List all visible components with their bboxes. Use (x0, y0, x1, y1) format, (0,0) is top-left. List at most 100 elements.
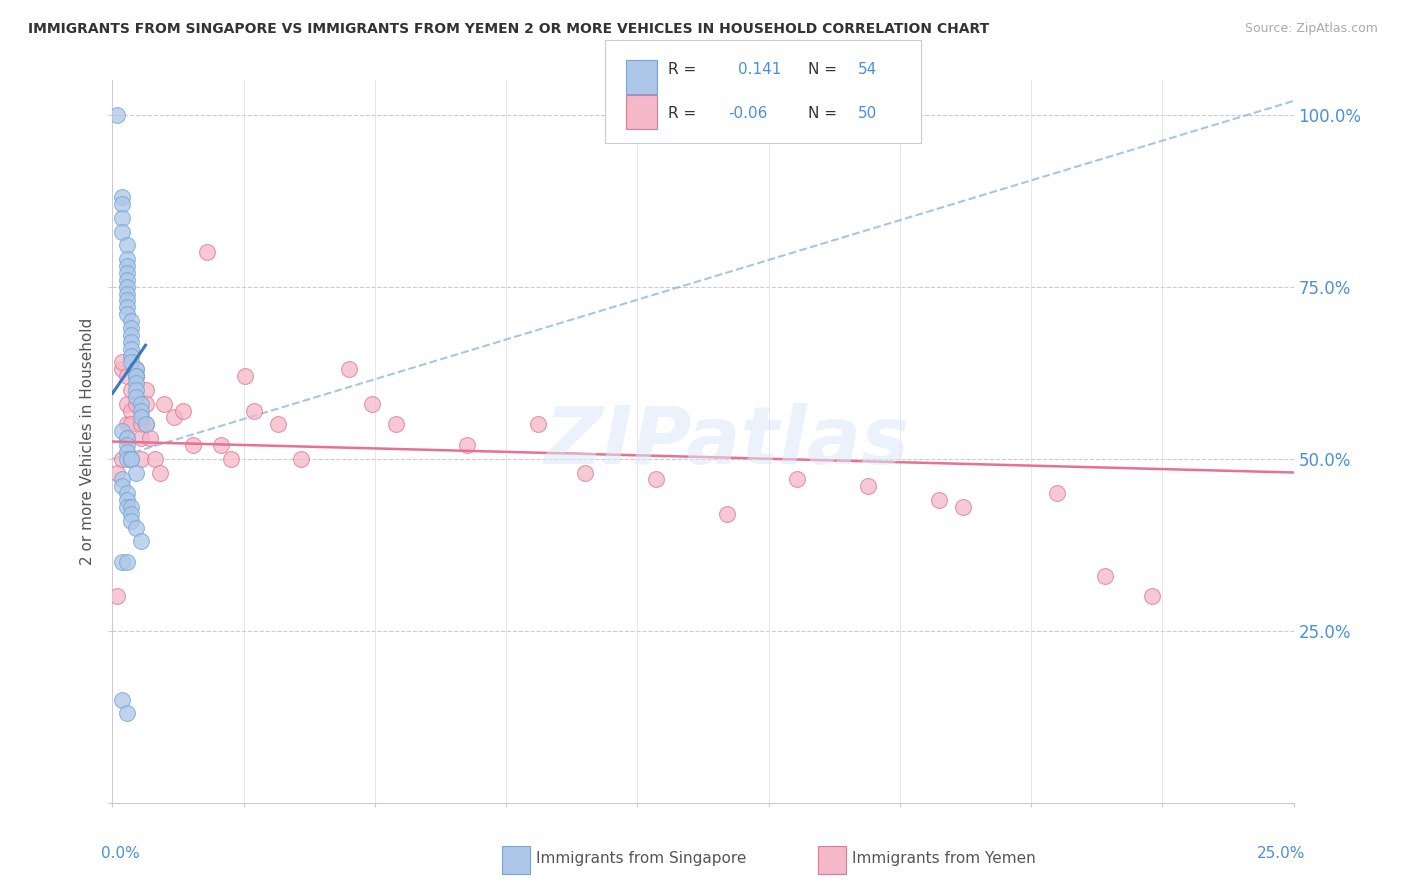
Point (125, 397, 148, 411)
Text: 54: 54 (858, 62, 877, 77)
Point (115, 431, 138, 445)
Point (111, 225, 134, 239)
Text: 0.0%: 0.0% (101, 847, 139, 861)
Point (120, 451, 142, 466)
Point (111, 479, 134, 493)
Point (526, 417, 548, 432)
Point (120, 327, 142, 342)
Point (456, 438, 478, 452)
Point (125, 369, 148, 384)
Point (120, 507, 142, 521)
Point (125, 369, 148, 384)
Point (115, 438, 138, 452)
Point (135, 417, 157, 432)
Point (129, 534, 152, 549)
Point (111, 692, 134, 706)
Point (115, 252, 138, 267)
Point (115, 266, 138, 280)
Point (952, 500, 974, 514)
Point (129, 417, 152, 432)
Point (267, 417, 290, 432)
Text: R =: R = (668, 62, 696, 77)
Point (120, 334, 142, 349)
Point (120, 403, 142, 417)
Point (115, 279, 138, 293)
Point (125, 369, 148, 384)
Point (361, 397, 384, 411)
Point (115, 451, 138, 466)
Point (125, 362, 148, 376)
Text: ZIPatlas: ZIPatlas (544, 402, 910, 481)
Point (111, 472, 134, 486)
Point (115, 555, 138, 569)
Point (125, 376, 148, 390)
Text: 25.0%: 25.0% (1257, 847, 1305, 861)
Point (120, 321, 142, 335)
Point (786, 472, 808, 486)
Point (115, 706, 138, 721)
Point (129, 431, 152, 445)
Point (125, 383, 148, 397)
Point (172, 403, 194, 417)
Point (129, 403, 152, 417)
Point (115, 431, 138, 445)
Point (115, 301, 138, 315)
Point (111, 424, 134, 438)
Point (716, 507, 738, 521)
Point (120, 451, 142, 466)
Point (115, 500, 138, 514)
Text: Immigrants from Singapore: Immigrants from Singapore (536, 851, 747, 865)
Point (574, 466, 596, 480)
Point (115, 493, 138, 508)
Point (928, 493, 950, 508)
Point (125, 466, 148, 480)
Point (243, 403, 266, 417)
Point (135, 383, 157, 397)
Point (143, 451, 166, 466)
Text: Immigrants from Yemen: Immigrants from Yemen (852, 851, 1036, 865)
Point (139, 431, 162, 445)
Text: Source: ZipAtlas.com: Source: ZipAtlas.com (1244, 22, 1378, 36)
Point (385, 417, 408, 432)
Point (195, 245, 218, 260)
Point (115, 397, 138, 411)
Point (111, 355, 134, 369)
Point (111, 190, 134, 204)
Point (111, 555, 134, 569)
Point (111, 211, 134, 225)
Point (115, 286, 138, 301)
Point (115, 273, 138, 287)
Point (120, 383, 142, 397)
Point (111, 362, 134, 376)
Point (115, 293, 138, 308)
Point (120, 355, 142, 369)
Text: N =: N = (808, 106, 838, 120)
Point (125, 390, 148, 404)
Text: N =: N = (808, 62, 838, 77)
Text: IMMIGRANTS FROM SINGAPORE VS IMMIGRANTS FROM YEMEN 2 OR MORE VEHICLES IN HOUSEHO: IMMIGRANTS FROM SINGAPORE VS IMMIGRANTS … (28, 22, 990, 37)
Point (120, 342, 142, 356)
Point (858, 479, 880, 493)
Point (120, 514, 142, 528)
Point (129, 397, 152, 411)
Text: 0.141: 0.141 (738, 62, 782, 77)
Point (115, 307, 138, 321)
Point (111, 197, 134, 211)
Point (149, 466, 172, 480)
Point (105, 108, 128, 122)
Point (111, 451, 134, 466)
Point (115, 238, 138, 252)
Point (115, 445, 138, 459)
Point (120, 349, 142, 363)
Point (115, 417, 138, 432)
Point (115, 259, 138, 273)
Point (125, 362, 148, 376)
Point (1140, 590, 1163, 604)
Text: -0.06: -0.06 (728, 106, 768, 120)
Point (163, 410, 186, 425)
Point (125, 520, 148, 534)
Point (219, 451, 242, 466)
Point (1046, 486, 1069, 500)
Point (115, 369, 138, 384)
Point (120, 500, 142, 514)
